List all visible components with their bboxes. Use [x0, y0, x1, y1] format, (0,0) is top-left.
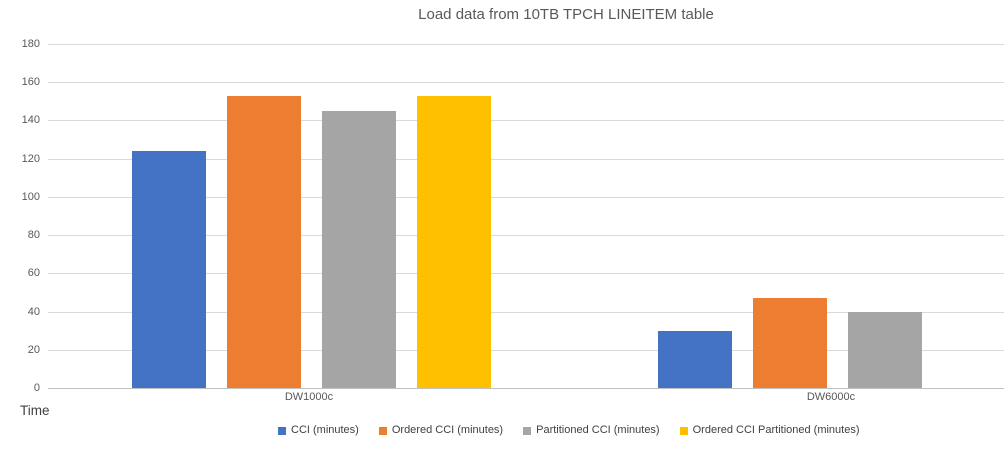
- x-axis-line: [48, 388, 1004, 389]
- gridline: [48, 44, 1004, 45]
- legend: CCI (minutes) Ordered CCI (minutes) Partit…: [278, 425, 860, 436]
- y-tick-label: 140: [21, 114, 40, 126]
- legend-item-series-2[interactable]: Partitioned CCI (minutes): [523, 425, 660, 436]
- gridline: [48, 120, 1004, 121]
- bar-dw1000c-series-3[interactable]: [417, 95, 491, 388]
- legend-label: CCI (minutes): [291, 424, 359, 436]
- gridline: [48, 312, 1004, 313]
- y-tick-label: 20: [27, 344, 40, 356]
- y-tick-label: 120: [21, 153, 40, 165]
- bar-dw1000c-series-1[interactable]: [227, 95, 301, 388]
- legend-swatch-icon: [378, 426, 387, 435]
- y-tick-label: 180: [21, 38, 40, 50]
- legend-label: Ordered CCI (minutes): [391, 424, 504, 436]
- bar-dw6000c-series-1[interactable]: [753, 298, 827, 388]
- y-tick-label: 40: [27, 306, 40, 318]
- chart-title: Load data from 10TB TPCH LINEITEM table: [418, 6, 714, 23]
- gridline: [48, 235, 1004, 236]
- legend-swatch-icon: [523, 426, 532, 435]
- legend-swatch-icon: [679, 426, 688, 435]
- bar-dw1000c-series-2[interactable]: [322, 110, 396, 388]
- axis-title-time: Time: [20, 403, 50, 418]
- legend-item-series-1[interactable]: Ordered CCI (minutes): [378, 424, 504, 436]
- legend-swatch-icon: [278, 426, 286, 435]
- bar-dw1000c-series-0[interactable]: [132, 151, 206, 388]
- bar-dw6000c-series-2[interactable]: [848, 311, 922, 388]
- y-tick-label: 0: [33, 382, 40, 394]
- legend-label: Ordered CCI Partitioned (minutes): [692, 424, 860, 436]
- legend-item-series-3[interactable]: Ordered CCI Partitioned (minutes): [679, 424, 860, 436]
- gridline: [48, 197, 1004, 198]
- legend-label: Partitioned CCI (minutes): [536, 424, 660, 436]
- gridline: [48, 82, 1004, 83]
- y-tick-label: 160: [21, 76, 40, 88]
- y-tick-label: 100: [21, 191, 40, 203]
- y-tick-label: 80: [27, 229, 40, 241]
- legend-item-series-0[interactable]: CCI (minutes): [278, 425, 359, 436]
- y-tick-label: 60: [27, 267, 40, 279]
- category-label-dw1000c: DW1000c: [284, 391, 334, 403]
- bar-dw6000c-series-0[interactable]: [658, 330, 732, 388]
- gridline: [48, 159, 1004, 160]
- category-label-dw6000c: DW6000c: [806, 391, 856, 403]
- gridline: [48, 350, 1004, 351]
- gridline: [48, 273, 1004, 274]
